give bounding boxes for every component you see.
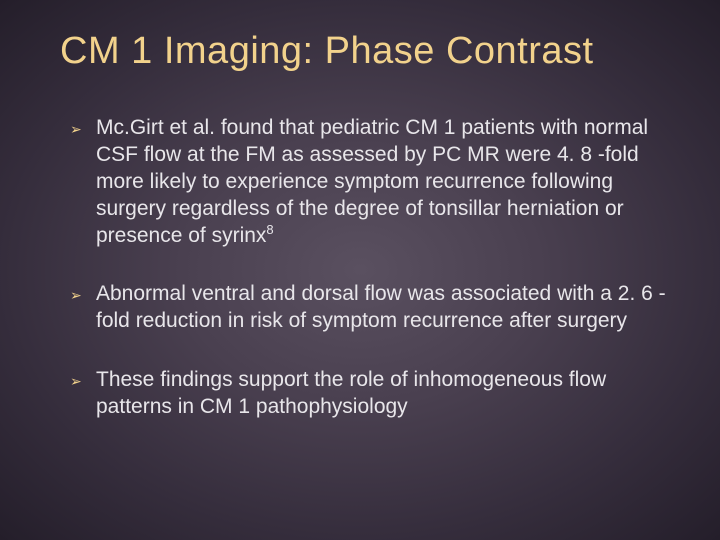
slide-content: ➢ Mc.Girt et al. found that pediatric CM… xyxy=(70,115,670,453)
bullet-item: ➢ Abnormal ventral and dorsal flow was a… xyxy=(70,281,670,335)
bullet-arrow-icon: ➢ xyxy=(70,281,96,308)
bullet-arrow-icon: ➢ xyxy=(70,367,96,394)
slide-title: CM 1 Imaging: Phase Contrast xyxy=(60,30,680,73)
slide: CM 1 Imaging: Phase Contrast ➢ Mc.Girt e… xyxy=(0,0,720,540)
bullet-text: These findings support the role of inhom… xyxy=(96,367,670,421)
bullet-text-span: Abnormal ventral and dorsal flow was ass… xyxy=(96,282,666,332)
bullet-sup: 8 xyxy=(266,222,273,237)
bullet-text-span: These findings support the role of inhom… xyxy=(96,368,606,418)
bullet-item: ➢ Mc.Girt et al. found that pediatric CM… xyxy=(70,115,670,249)
bullet-text: Abnormal ventral and dorsal flow was ass… xyxy=(96,281,670,335)
bullet-arrow-icon: ➢ xyxy=(70,115,96,142)
bullet-text-span: Mc.Girt et al. found that pediatric CM 1… xyxy=(96,116,648,247)
bullet-item: ➢ These findings support the role of inh… xyxy=(70,367,670,421)
bullet-text: Mc.Girt et al. found that pediatric CM 1… xyxy=(96,115,670,249)
